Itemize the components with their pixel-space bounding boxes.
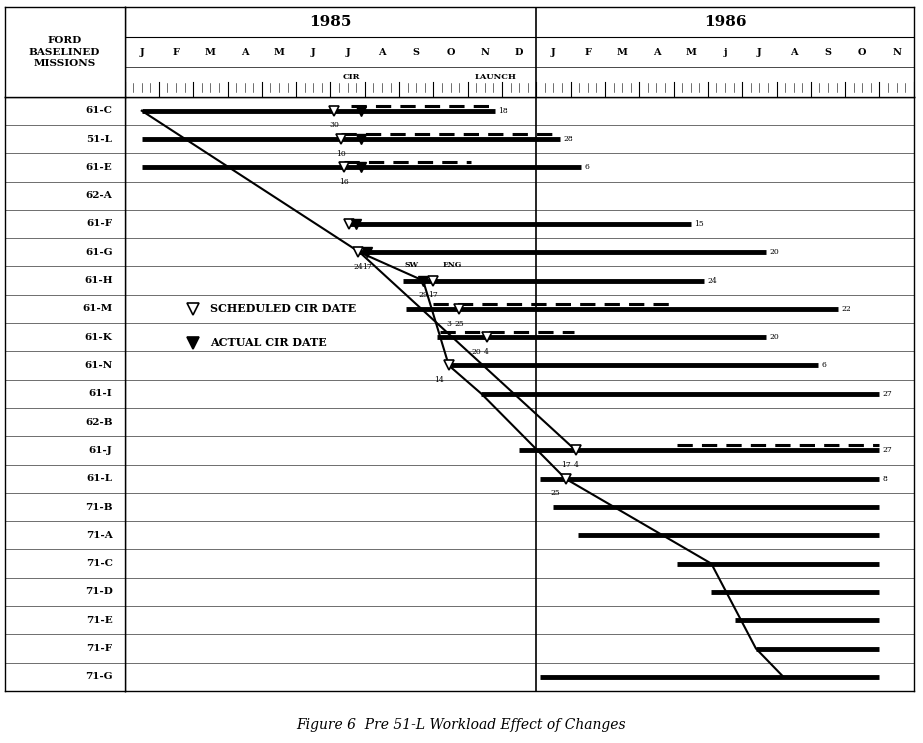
Text: 18: 18	[498, 107, 509, 114]
Text: 71-A: 71-A	[86, 531, 113, 540]
Text: 24: 24	[708, 276, 718, 285]
Text: 17: 17	[560, 461, 570, 469]
Text: 14: 14	[434, 376, 443, 384]
Text: j: j	[724, 48, 726, 56]
Text: 51-L: 51-L	[87, 134, 113, 143]
Text: M: M	[205, 48, 216, 56]
Text: A: A	[653, 48, 660, 56]
Text: 4: 4	[485, 348, 489, 356]
Text: 61-C: 61-C	[86, 106, 113, 115]
Text: 10: 10	[336, 150, 345, 158]
Text: 20: 20	[472, 348, 481, 356]
Text: 15: 15	[694, 220, 704, 228]
Text: 8: 8	[883, 475, 888, 483]
Text: SW: SW	[404, 262, 418, 269]
Text: 3: 3	[447, 319, 451, 328]
Text: J: J	[345, 48, 350, 56]
Text: 17: 17	[428, 291, 438, 299]
Text: 61-F: 61-F	[87, 219, 113, 228]
Text: 71-C: 71-C	[86, 559, 113, 568]
Text: J: J	[551, 48, 556, 56]
Text: 16: 16	[340, 178, 349, 186]
Text: 22: 22	[842, 305, 851, 313]
Text: O: O	[447, 48, 455, 56]
Text: M: M	[685, 48, 696, 56]
Text: 61-M: 61-M	[82, 305, 113, 314]
Text: N: N	[481, 48, 489, 56]
Text: M: M	[273, 48, 284, 56]
Text: 24: 24	[354, 263, 363, 271]
Text: J: J	[311, 48, 316, 56]
Text: 61-N: 61-N	[84, 361, 113, 370]
Text: 61-J: 61-J	[89, 446, 113, 455]
Text: 71-D: 71-D	[85, 588, 113, 597]
Text: J: J	[757, 48, 761, 56]
Text: 1985: 1985	[309, 16, 352, 29]
Text: 61-K: 61-K	[85, 333, 113, 342]
Text: 61-L: 61-L	[87, 474, 113, 483]
Text: 27: 27	[883, 390, 893, 398]
Text: 62-A: 62-A	[86, 191, 113, 200]
Text: ACTUAL CIR DATE: ACTUAL CIR DATE	[210, 337, 327, 348]
Text: 28: 28	[564, 135, 573, 143]
Text: 25: 25	[454, 319, 464, 328]
Text: A: A	[790, 48, 797, 56]
Text: FORD
BASELINED
MISSIONS: FORD BASELINED MISSIONS	[29, 36, 101, 68]
Text: 20: 20	[770, 248, 779, 256]
Text: D: D	[515, 48, 523, 56]
Text: 62-B: 62-B	[85, 418, 113, 426]
Text: A: A	[241, 48, 248, 56]
Text: S: S	[824, 48, 832, 56]
Text: ENG: ENG	[443, 262, 462, 269]
Text: 29: 29	[418, 291, 428, 299]
Text: F: F	[584, 48, 592, 56]
Text: S: S	[413, 48, 420, 56]
Text: SCHEDULED CIR DATE: SCHEDULED CIR DATE	[210, 303, 356, 314]
Text: A: A	[378, 48, 386, 56]
Text: 6: 6	[821, 362, 826, 369]
Text: M: M	[617, 48, 628, 56]
Text: 25: 25	[550, 490, 560, 498]
Text: 61-I: 61-I	[89, 389, 113, 398]
Text: 61-G: 61-G	[85, 247, 113, 257]
Text: Figure 6  Pre 51-L Workload Effect of Changes: Figure 6 Pre 51-L Workload Effect of Cha…	[296, 718, 627, 732]
Text: 6: 6	[584, 163, 589, 172]
Text: 71-B: 71-B	[85, 502, 113, 511]
Text: 20: 20	[770, 333, 779, 341]
Text: 4: 4	[573, 461, 578, 469]
Text: N: N	[893, 48, 901, 56]
Text: 71-F: 71-F	[87, 644, 113, 653]
Text: 27: 27	[883, 447, 893, 455]
Text: LAUNCH: LAUNCH	[474, 74, 516, 81]
Text: J: J	[139, 48, 144, 56]
Text: 30: 30	[329, 122, 339, 129]
Text: 17: 17	[362, 263, 371, 271]
Text: 61-H: 61-H	[84, 276, 113, 285]
Text: 1986: 1986	[704, 16, 747, 29]
Text: O: O	[858, 48, 867, 56]
Text: 61-E: 61-E	[86, 163, 113, 172]
Text: 71-E: 71-E	[86, 616, 113, 625]
Text: F: F	[173, 48, 180, 56]
Text: 71-G: 71-G	[85, 672, 113, 681]
Text: CIR: CIR	[342, 74, 360, 81]
